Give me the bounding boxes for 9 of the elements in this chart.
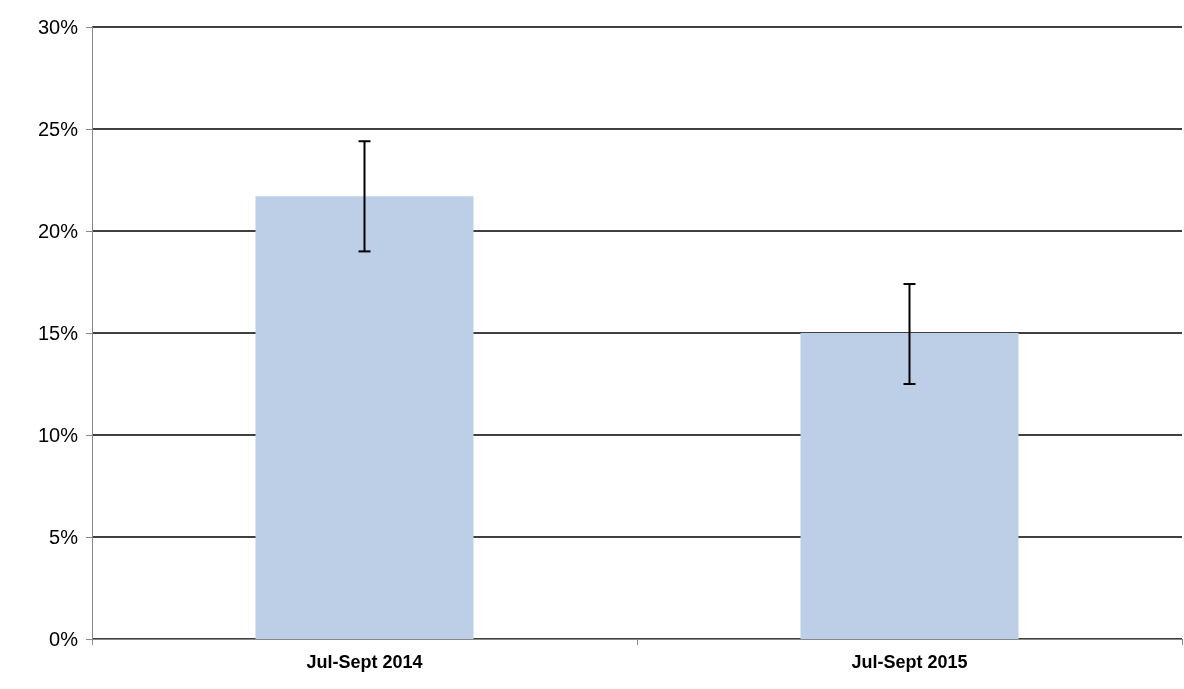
y-tick-label: 15% — [37, 322, 79, 344]
y-tick-label: 30% — [37, 16, 79, 38]
x-tick-label: Jul-Sept 2014 — [306, 652, 423, 672]
x-tick-label: Jul-Sept 2015 — [851, 652, 968, 672]
y-tick-label: 10% — [37, 424, 79, 446]
y-tick-label: 5% — [49, 526, 79, 548]
y-tick-label: 25% — [37, 118, 79, 140]
y-tick-label: 0% — [49, 628, 79, 650]
y-tick-label: 20% — [37, 220, 79, 242]
